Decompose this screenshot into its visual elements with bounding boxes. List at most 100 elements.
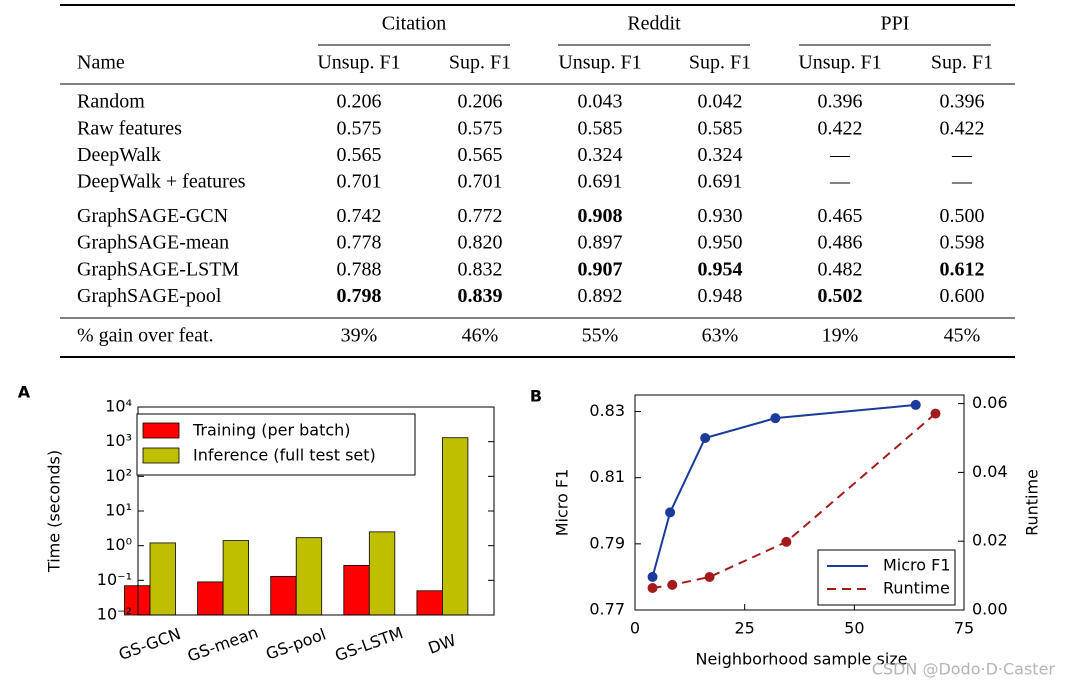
cell: 0.575 xyxy=(458,117,503,139)
legend-label: Inference (full test set) xyxy=(193,446,376,465)
bar xyxy=(442,437,469,616)
y-tick-label: 10⁴ xyxy=(105,397,132,416)
series-point xyxy=(667,579,678,590)
cell: 0.598 xyxy=(940,232,985,254)
cell: 0.396 xyxy=(818,91,863,113)
y2-axis-label: Runtime xyxy=(1023,469,1042,536)
watermark: CSDN @Dodo·D·Caster xyxy=(872,660,1056,679)
y-tick-label: 0.83 xyxy=(589,401,625,420)
series-point xyxy=(910,399,921,410)
cell: 0.897 xyxy=(578,232,623,254)
y2-tick-label: 0.02 xyxy=(972,531,1008,550)
cell: 0.565 xyxy=(458,144,503,166)
x-tick-label: GS-mean xyxy=(185,623,261,666)
cell: 0.701 xyxy=(337,171,382,193)
y-tick-label: 10⁰ xyxy=(105,535,132,554)
cell: 0.422 xyxy=(940,117,985,139)
cell: 0.954 xyxy=(698,258,743,280)
cell: Unsup. F1 xyxy=(317,52,400,74)
x-tick-label: GS-GCN xyxy=(116,624,183,664)
cell: 0.950 xyxy=(698,232,743,254)
cell: 0.832 xyxy=(458,258,503,280)
cell: Sup. F1 xyxy=(689,52,751,74)
series-point xyxy=(647,571,658,582)
row-name: Name xyxy=(77,52,125,74)
y-tick-label: 0.77 xyxy=(589,600,625,619)
bar xyxy=(222,540,250,616)
cell: 0.820 xyxy=(458,232,503,254)
cell: 39% xyxy=(341,325,378,347)
plot-frame xyxy=(137,406,495,616)
x-tick-label: 75 xyxy=(954,619,974,638)
y-tick-label: 10⁻¹ xyxy=(97,570,132,589)
y-tick-label: 10⁻² xyxy=(97,605,132,624)
cell: 0.482 xyxy=(818,258,863,280)
row-name: GraphSAGE-LSTM xyxy=(77,258,239,280)
cell: 0.324 xyxy=(698,144,743,166)
plot-frame xyxy=(634,394,965,611)
row-name: DeepWalk + features xyxy=(77,171,246,193)
bar xyxy=(416,590,443,616)
y-tick-label: 10² xyxy=(105,466,132,485)
legend-label: Training (per batch) xyxy=(192,421,351,440)
cell: 0.691 xyxy=(698,171,743,193)
legend-key xyxy=(142,447,180,464)
bar xyxy=(197,581,224,616)
cell: — xyxy=(829,171,851,193)
x-tick-label: GS-LSTM xyxy=(332,623,405,665)
cell: 0.701 xyxy=(458,171,503,193)
legend-box xyxy=(136,413,416,476)
cell: Sup. F1 xyxy=(931,52,993,74)
row-name: Random xyxy=(77,91,145,113)
x-tick-label: 25 xyxy=(734,619,754,638)
bar xyxy=(124,585,151,616)
x-axis-label: Neighborhood sample size xyxy=(695,650,907,669)
results-table: Citation Reddit PPI Name Unsup. F1 Sup. F1 Uns… xyxy=(60,4,1015,358)
bar xyxy=(270,575,297,616)
row-name: GraphSAGE-mean xyxy=(77,232,229,254)
bar xyxy=(295,537,323,616)
cell: Unsup. F1 xyxy=(798,52,881,74)
cell: — xyxy=(829,144,851,166)
y2-tick-label: 0.00 xyxy=(972,600,1008,619)
group-header: PPI xyxy=(881,13,910,35)
figures: A GS-GCN GS-mean GS-pool GS-LSTM DW 10⁻² 10⁻¹ 10… xyxy=(18,383,1042,669)
cell: 0.907 xyxy=(578,258,623,280)
cell: 0.502 xyxy=(818,285,863,307)
cell: 0.691 xyxy=(578,171,623,193)
y2-tick-label: 0.04 xyxy=(972,462,1008,481)
row-name: DeepWalk xyxy=(77,144,161,166)
cell: — xyxy=(951,144,973,166)
cell: 0.772 xyxy=(458,205,503,227)
series-point xyxy=(770,413,781,424)
cell: 0.324 xyxy=(578,144,623,166)
series-point xyxy=(700,433,711,443)
cell: 0.585 xyxy=(698,117,743,139)
series-point xyxy=(930,408,941,419)
x-tick-label: 50 xyxy=(844,619,864,638)
cell: 0.742 xyxy=(337,205,382,227)
cell: 19% xyxy=(822,325,859,347)
row-name: GraphSAGE-GCN xyxy=(77,205,228,227)
cell: 0.042 xyxy=(698,91,743,113)
cell: 0.948 xyxy=(698,285,743,307)
cell: 0.788 xyxy=(337,258,382,280)
cell: 0.206 xyxy=(458,91,503,113)
panel-label: B xyxy=(530,387,542,406)
cell: 0.839 xyxy=(458,285,503,307)
group-header: Reddit xyxy=(627,13,681,35)
cell: 0.585 xyxy=(578,117,623,139)
cell: 0.043 xyxy=(578,91,623,113)
cell: 45% xyxy=(944,325,981,347)
cell: 0.565 xyxy=(337,144,382,166)
cell: 0.575 xyxy=(337,117,382,139)
x-tick-label: DW xyxy=(426,630,459,658)
legend-label: Micro F1 xyxy=(883,556,951,575)
row-name: % gain over feat. xyxy=(77,325,214,347)
x-tick-label: 0 xyxy=(630,619,640,638)
cell: 0.908 xyxy=(578,205,623,227)
series-point xyxy=(665,507,676,518)
cell: 0.396 xyxy=(940,91,985,113)
cell: 0.600 xyxy=(940,285,985,307)
cell: Sup. F1 xyxy=(449,52,511,74)
